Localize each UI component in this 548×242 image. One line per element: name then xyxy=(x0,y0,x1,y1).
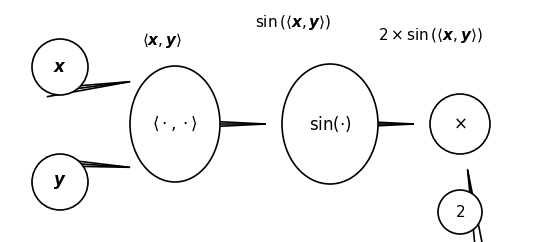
Ellipse shape xyxy=(32,154,88,210)
Text: $\sin(\cdot)$: $\sin(\cdot)$ xyxy=(309,114,351,134)
Text: $\times$: $\times$ xyxy=(453,115,467,133)
Text: $\boldsymbol{y}$: $\boldsymbol{y}$ xyxy=(53,173,67,191)
Text: $\langle \cdot, \cdot \rangle$: $\langle \cdot, \cdot \rangle$ xyxy=(152,115,198,133)
Ellipse shape xyxy=(32,39,88,95)
Ellipse shape xyxy=(130,66,220,182)
Text: $2$: $2$ xyxy=(455,204,465,220)
Ellipse shape xyxy=(438,190,482,234)
Ellipse shape xyxy=(430,94,490,154)
Text: $\boldsymbol{x}$: $\boldsymbol{x}$ xyxy=(53,58,67,76)
Ellipse shape xyxy=(282,64,378,184)
Text: $\sin\left(\langle \boldsymbol{x}, \boldsymbol{y} \rangle\right)$: $\sin\left(\langle \boldsymbol{x}, \bold… xyxy=(255,13,332,32)
Text: $\langle \boldsymbol{x}, \boldsymbol{y} \rangle$: $\langle \boldsymbol{x}, \boldsymbol{y} … xyxy=(142,31,182,50)
Text: $2 \times \sin\left(\langle \boldsymbol{x}, \boldsymbol{y} \rangle\right)$: $2 \times \sin\left(\langle \boldsymbol{… xyxy=(378,26,483,45)
